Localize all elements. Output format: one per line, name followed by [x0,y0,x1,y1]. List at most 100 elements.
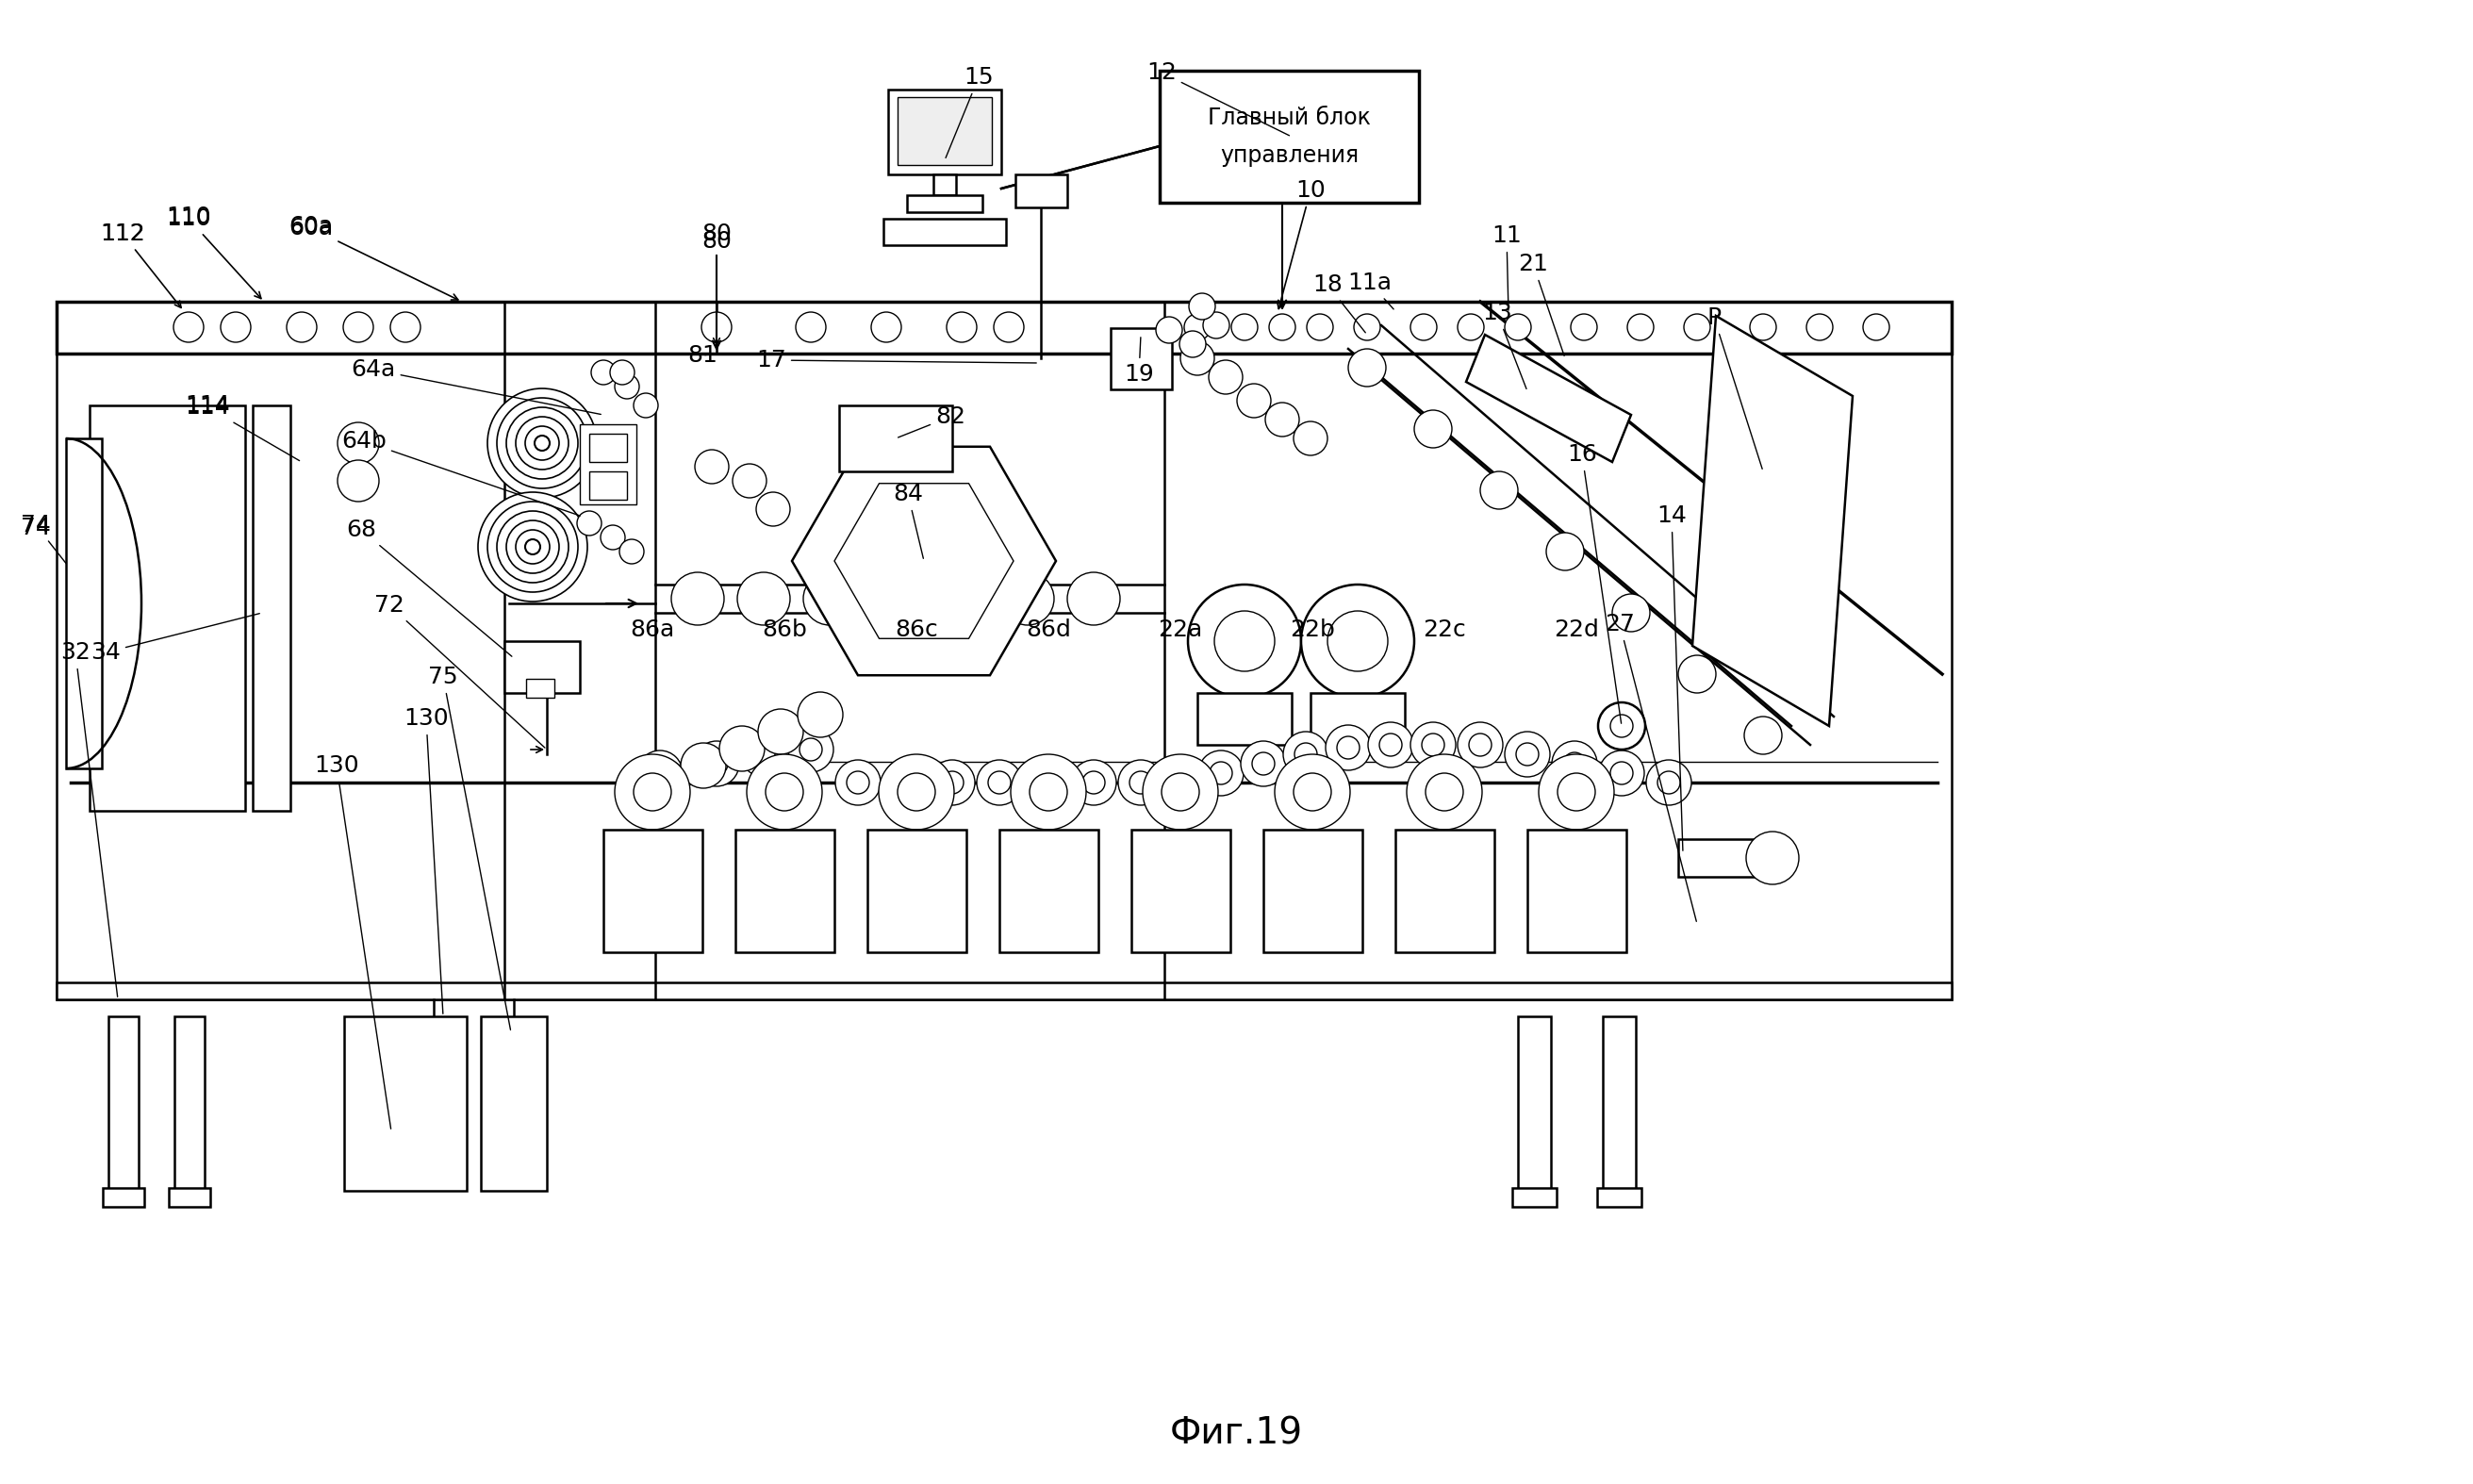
Circle shape [737,573,789,625]
Circle shape [534,436,549,451]
Circle shape [720,726,764,772]
Circle shape [1118,760,1162,806]
Text: 80: 80 [702,223,732,245]
Circle shape [1553,741,1598,787]
Circle shape [497,510,569,583]
Bar [932,175,957,196]
Bar [579,424,636,505]
Polygon shape [1692,316,1852,726]
Circle shape [1746,831,1798,884]
Circle shape [220,312,250,343]
Circle shape [702,312,732,343]
Circle shape [1743,717,1783,754]
Circle shape [287,312,317,343]
Bar [589,472,628,500]
Circle shape [1422,733,1444,757]
Bar [908,196,982,212]
Text: 130: 130 [403,706,448,1014]
Text: 114: 114 [185,396,299,460]
Circle shape [804,573,856,625]
Circle shape [799,692,843,738]
Circle shape [1338,736,1360,758]
Circle shape [1068,573,1120,625]
Circle shape [1516,743,1538,766]
Text: 110: 110 [166,208,262,298]
Text: 17: 17 [757,349,1036,371]
Circle shape [633,773,670,810]
Circle shape [893,772,917,794]
Circle shape [336,460,378,502]
Circle shape [1036,772,1058,794]
Circle shape [1424,773,1464,810]
Text: 19: 19 [1123,337,1155,386]
Circle shape [1380,733,1402,757]
Bar [1598,1189,1642,1206]
Circle shape [796,312,826,343]
Circle shape [846,772,870,794]
Circle shape [1805,315,1832,340]
Bar [89,405,245,810]
Bar [888,89,1002,175]
Circle shape [1647,760,1692,806]
Circle shape [1558,773,1595,810]
Text: Фиг.19: Фиг.19 [1170,1416,1303,1451]
Circle shape [616,374,638,399]
Circle shape [1627,315,1654,340]
Circle shape [1130,772,1152,794]
Text: 15: 15 [945,65,994,157]
Bar [734,830,833,953]
Circle shape [344,312,373,343]
Circle shape [1236,384,1271,417]
Circle shape [1326,726,1370,770]
Circle shape [767,773,804,810]
Circle shape [1570,315,1598,340]
Circle shape [1600,751,1645,795]
Circle shape [1598,702,1645,749]
Text: 22b: 22b [1291,619,1335,641]
Text: 34: 34 [92,613,260,663]
Circle shape [1187,585,1301,697]
Circle shape [898,773,935,810]
Bar [252,405,289,810]
Bar [1395,830,1494,953]
Bar [1603,1017,1635,1205]
Circle shape [789,727,833,772]
Text: 27: 27 [1605,613,1696,922]
Circle shape [1862,315,1889,340]
Polygon shape [1466,335,1632,462]
Circle shape [336,423,378,464]
Bar [109,1017,138,1205]
Circle shape [752,743,774,766]
Text: 130: 130 [314,754,391,1129]
Circle shape [695,741,739,787]
Circle shape [601,525,626,549]
Bar [104,1189,143,1206]
Bar [57,353,1951,999]
Text: 112: 112 [99,223,181,307]
Bar [344,1017,467,1190]
Bar [67,438,101,769]
Circle shape [638,751,683,795]
Circle shape [1199,751,1244,795]
Circle shape [1504,315,1531,340]
Circle shape [1269,315,1296,340]
Circle shape [1348,349,1385,386]
Circle shape [705,752,727,775]
Circle shape [1209,361,1241,395]
Circle shape [670,573,725,625]
Bar [1311,693,1405,745]
Bar [57,301,1951,353]
Circle shape [1610,715,1632,738]
Circle shape [1368,723,1412,767]
Circle shape [517,530,549,564]
Circle shape [1167,772,1190,794]
Circle shape [497,398,589,488]
Circle shape [391,312,420,343]
Circle shape [1457,315,1484,340]
Circle shape [1563,752,1585,775]
Circle shape [1214,611,1274,671]
Circle shape [1083,772,1105,794]
Circle shape [870,312,900,343]
Circle shape [173,312,203,343]
Circle shape [1241,741,1286,787]
